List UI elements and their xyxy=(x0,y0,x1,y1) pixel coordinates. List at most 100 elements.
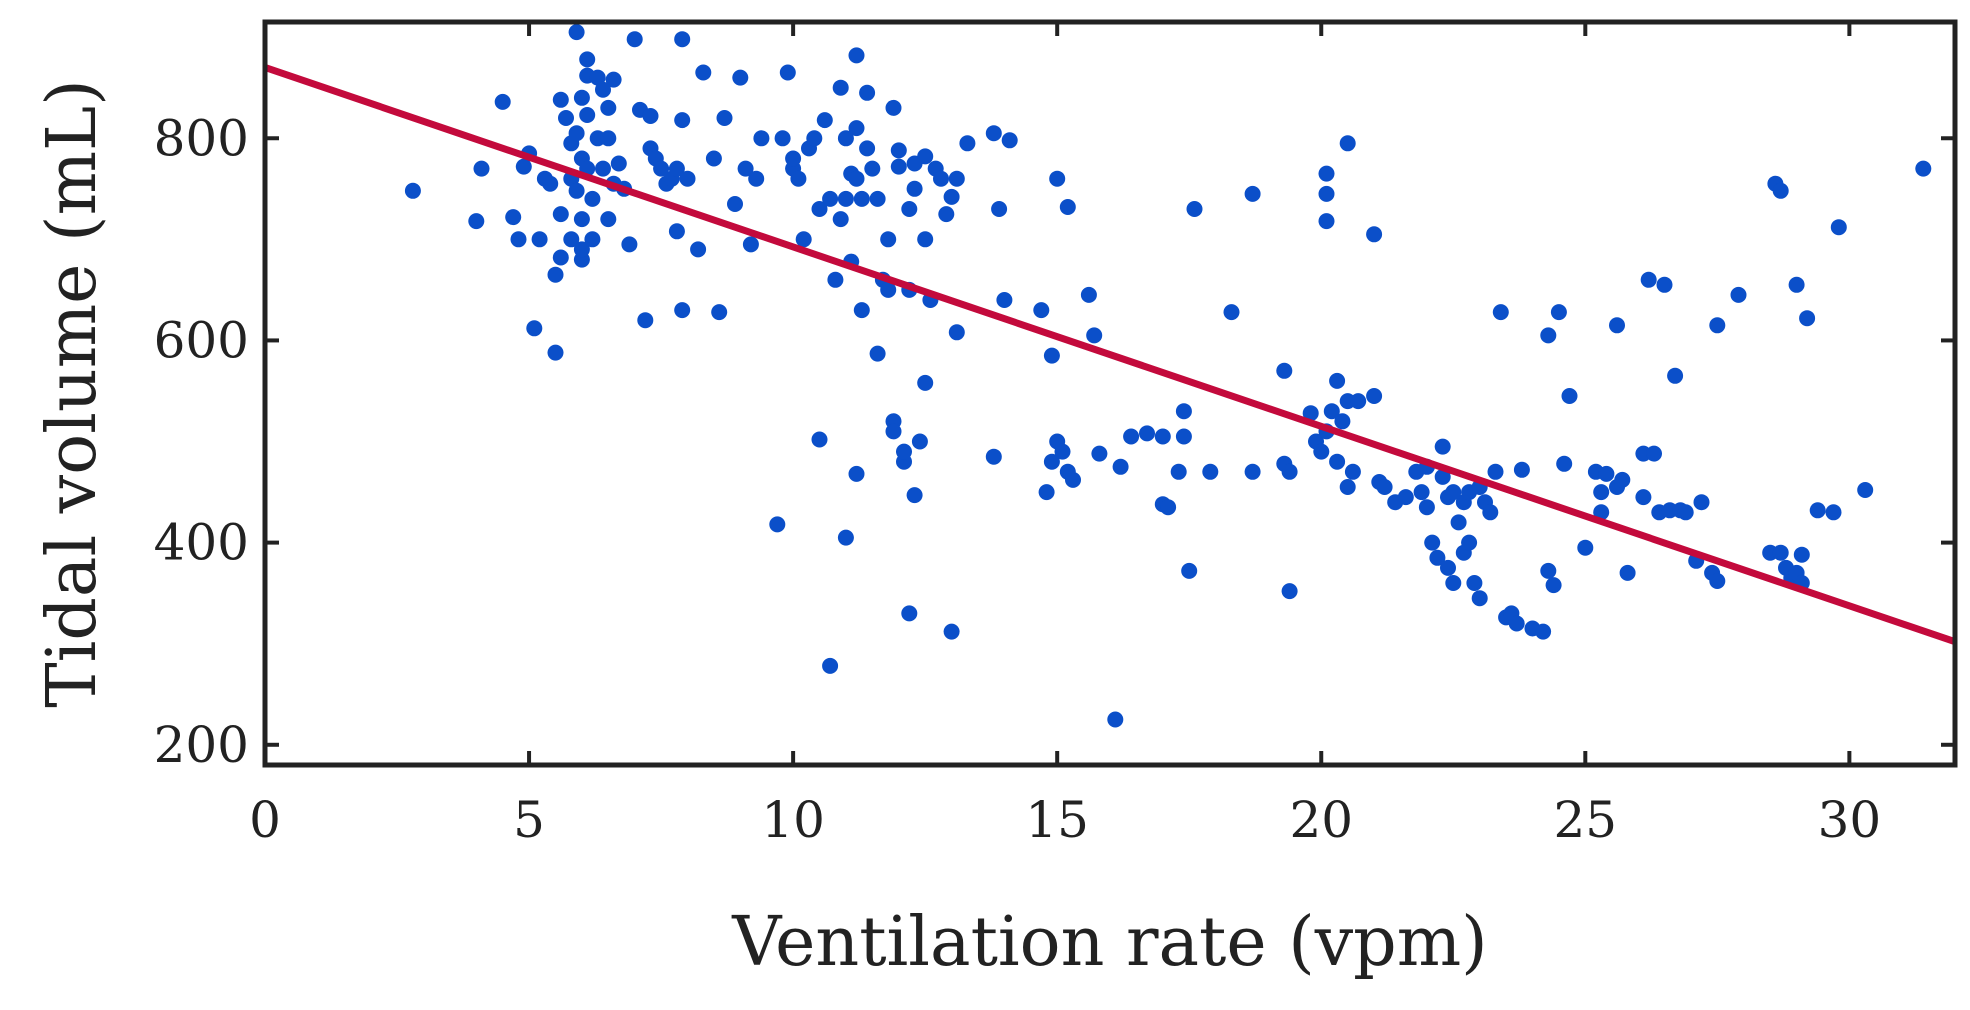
data-point xyxy=(1471,590,1488,607)
data-point xyxy=(711,304,728,321)
data-point xyxy=(1646,445,1662,462)
data-point xyxy=(790,170,807,187)
data-point xyxy=(679,170,696,187)
data-point xyxy=(1202,463,1219,480)
data-point xyxy=(1772,544,1789,561)
data-point xyxy=(558,110,574,126)
data-point xyxy=(1223,304,1240,321)
data-point xyxy=(1550,304,1567,321)
data-point xyxy=(674,112,691,129)
data-point xyxy=(494,93,511,110)
data-point xyxy=(1445,575,1462,591)
data-point xyxy=(859,84,876,101)
data-point xyxy=(1302,405,1319,422)
data-point xyxy=(1440,559,1456,576)
data-point xyxy=(1482,504,1499,521)
data-point xyxy=(827,271,844,288)
data-point xyxy=(653,160,670,177)
data-point xyxy=(1424,534,1441,551)
data-point xyxy=(1154,428,1171,445)
data-point xyxy=(1418,499,1435,516)
data-point xyxy=(1329,453,1346,470)
data-point xyxy=(637,312,654,329)
x-tick-label: 10 xyxy=(761,791,825,849)
data-point xyxy=(1450,514,1467,531)
data-point xyxy=(1043,347,1060,364)
data-point xyxy=(1540,327,1557,344)
data-point xyxy=(959,135,976,152)
data-point xyxy=(1614,471,1631,488)
data-point xyxy=(917,374,934,391)
data-point xyxy=(885,423,902,440)
data-point xyxy=(584,231,601,248)
data-point xyxy=(753,130,770,147)
data-point xyxy=(1281,583,1298,600)
data-point xyxy=(473,160,490,177)
data-point xyxy=(869,190,886,207)
data-point xyxy=(837,529,854,546)
data-point xyxy=(1466,575,1483,591)
data-point xyxy=(943,623,960,640)
data-point xyxy=(832,79,849,96)
data-point xyxy=(853,190,870,207)
data-point xyxy=(1276,362,1293,379)
data-point xyxy=(795,231,812,248)
data-point xyxy=(1181,562,1198,579)
data-point xyxy=(811,201,828,217)
data-point xyxy=(526,320,543,337)
data-point xyxy=(748,170,765,187)
data-point xyxy=(595,81,611,98)
data-point xyxy=(1059,199,1076,215)
y-axis-label: Tidal volume (mL) xyxy=(33,79,112,707)
data-point xyxy=(568,24,585,41)
data-point xyxy=(626,31,643,48)
data-point xyxy=(869,345,886,362)
data-point xyxy=(911,433,928,450)
data-point xyxy=(605,71,622,88)
data-point xyxy=(515,158,532,175)
data-point xyxy=(695,64,712,81)
data-point xyxy=(1366,226,1383,243)
data-point xyxy=(595,160,611,177)
data-point xyxy=(1915,160,1932,177)
data-point xyxy=(1730,286,1747,303)
data-point xyxy=(1830,219,1847,236)
data-point xyxy=(468,213,485,230)
y-tick-label: 800 xyxy=(154,109,249,167)
y-axis-ticks: 200 400 600 800 xyxy=(154,109,1955,774)
data-point xyxy=(1513,461,1530,478)
data-point xyxy=(1434,468,1451,485)
data-point xyxy=(1535,623,1552,640)
data-point xyxy=(917,231,934,248)
data-point xyxy=(880,231,897,248)
data-point xyxy=(880,281,897,298)
data-point xyxy=(579,107,596,123)
x-tick-label: 30 xyxy=(1818,791,1882,849)
data-point xyxy=(1065,471,1081,488)
data-point xyxy=(885,99,902,116)
data-point xyxy=(568,182,585,199)
data-point xyxy=(610,155,627,172)
data-point xyxy=(779,64,796,81)
data-point xyxy=(600,211,617,228)
data-point xyxy=(917,148,934,165)
data-point xyxy=(732,69,749,86)
data-point xyxy=(1043,453,1060,470)
data-point xyxy=(1799,310,1816,327)
data-point xyxy=(737,160,754,177)
data-point xyxy=(1170,463,1187,480)
data-point xyxy=(1508,615,1525,632)
data-point xyxy=(573,241,590,258)
data-point xyxy=(573,89,590,106)
data-point xyxy=(1677,504,1694,521)
data-point xyxy=(1434,438,1451,455)
data-point xyxy=(933,170,949,187)
data-point xyxy=(674,302,691,319)
data-point xyxy=(1329,372,1346,389)
data-point xyxy=(589,69,606,86)
data-point xyxy=(1107,711,1124,728)
data-point xyxy=(832,211,849,228)
data-point xyxy=(785,150,802,167)
data-point xyxy=(573,211,590,228)
data-point xyxy=(1656,276,1673,293)
